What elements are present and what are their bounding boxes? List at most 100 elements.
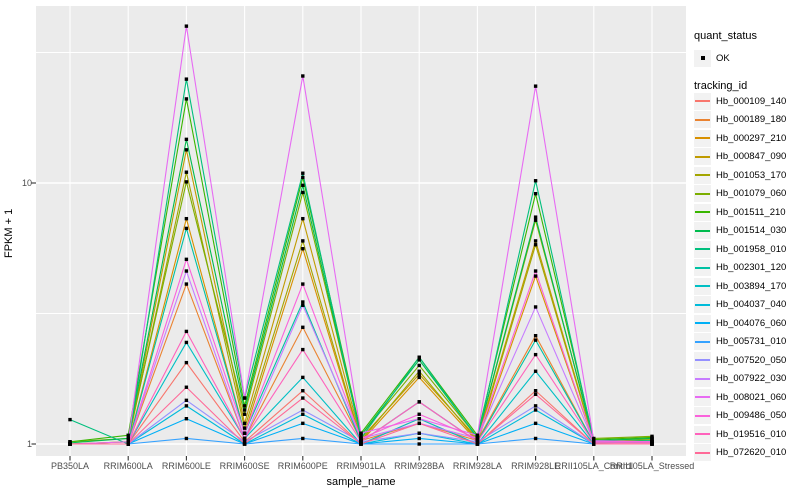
legend-item-Hb_000847_090: Hb_000847_090 [694,148,786,166]
legend-item-label: Hb_001514_030 [716,225,787,236]
line-swatch-icon [695,340,710,343]
legend-item-Hb_000297_210: Hb_000297_210 [694,129,786,147]
legend-item-Hb_007922_030: Hb_007922_030 [694,370,786,388]
legend-item-label: Hb_003894_170 [716,280,787,292]
legend-item-ok-label: OK [716,52,730,64]
legend-item-Hb_019516_010: Hb_019516_010 [694,425,786,443]
line-swatch-icon [695,451,710,454]
line-swatch-icon [695,137,710,139]
line-swatch-icon [695,359,710,361]
line-swatch-icon [695,396,710,398]
legend-tracking-id-title: tracking_id [694,80,748,92]
legend-key-swatch [694,277,711,295]
legend-key-swatch [694,444,711,461]
legend-item-label: Hb_004037_040 [716,299,787,310]
x-tick-label-RRIM600SE: RRIM600SE [219,461,270,471]
x-tick-label-RRIM600LA: RRIM600LA [103,461,153,471]
legend-item-label: Hb_009486_050 [716,410,787,421]
x-tick-label-RRII105LA_Control: RRII105LA_Control [554,461,633,471]
line-swatch-icon [695,433,710,435]
x-axis-title: sample_name [326,476,396,488]
legend-item-Hb_000189_180: Hb_000189_180 [694,111,786,129]
legend-item-label: Hb_001958_010 [716,243,787,255]
x-tick-label-RRIM600PE: RRIM600PE [277,461,328,471]
legend-key-swatch [694,222,711,239]
legend-key-swatch [694,92,711,110]
legend-key-swatch [694,296,711,313]
line-swatch-icon [695,192,710,195]
legend-item-label: Hb_002301_120 [716,262,787,273]
line-swatch-icon [695,100,710,102]
y-tick-label-10: 10 [21,177,32,188]
line-swatch-icon [695,118,710,121]
legend-item-label: Hb_000109_140 [716,95,787,107]
legend-key-swatch [694,185,711,202]
legend-item-ok: OK [694,49,730,67]
legend-item-label: Hb_008021_060 [716,391,787,403]
line-swatch-icon [695,266,710,269]
x-tick-label-RRIM928LE: RRIM928LE [511,461,561,471]
line-swatch-icon [695,229,710,232]
y-tick-label-1: 1 [26,438,32,449]
legend-item-label: Hb_007922_030 [716,373,787,384]
line-swatch-icon [695,248,710,250]
line-swatch-icon [695,155,710,158]
legend-key-swatch [694,203,711,221]
legend-item-Hb_004037_040: Hb_004037_040 [694,296,786,314]
legend-item-label: Hb_072620_010 [716,447,787,458]
legend-key-swatch [694,259,711,276]
line-swatch-icon [695,285,710,287]
x-tick-label-RRIM600LE: RRIM600LE [161,461,211,471]
legend-key-swatch [694,425,711,443]
line-swatch-icon [695,322,710,324]
legend-item-label: Hb_000847_090 [716,151,787,162]
legend-key-swatch [694,240,711,258]
legend-item-Hb_001514_030: Hb_001514_030 [694,222,786,240]
legend-item-label: Hb_001511_210 [716,206,786,218]
legend-key-swatch [694,407,711,424]
x-tick-label-RRIM928BA: RRIM928BA [394,461,445,471]
legend-key-swatch [694,351,711,369]
legend-item-Hb_003894_170: Hb_003894_170 [694,277,786,295]
legend-quant-status-title: quant_status [694,30,757,42]
line-swatch-icon [695,303,710,306]
legend-item-Hb_001958_010: Hb_001958_010 [694,240,786,258]
line-swatch-icon [695,174,710,176]
legend-item-label: Hb_001053_170 [716,169,787,181]
legend-key-swatch [694,388,711,406]
legend-item-Hb_001053_170: Hb_001053_170 [694,166,786,184]
legend-key-swatch [694,129,711,147]
legend-key-swatch [694,370,711,387]
legend-key-swatch [694,148,711,165]
legend-item-label: Hb_000297_210 [716,132,787,144]
legend-item-Hb_004076_060: Hb_004076_060 [694,314,786,332]
legend-item-Hb_072620_010: Hb_072620_010 [694,444,786,462]
legend-item-label: Hb_005731_010 [716,336,787,347]
legend: quant_status OK tracking_id Hb_000109_14… [694,30,800,475]
x-tick-label-RRII105LA_Stressed: RRII105LA_Stressed [609,461,695,471]
legend-item-Hb_001511_210: Hb_001511_210 [694,203,786,221]
legend-key-swatch [694,333,711,350]
legend-item-Hb_005731_010: Hb_005731_010 [694,333,786,351]
legend-item-Hb_009486_050: Hb_009486_050 [694,407,786,425]
legend-item-label: Hb_001079_060 [716,188,787,199]
line-swatch-icon [695,377,710,380]
y-axis-title: FPKM + 1 [3,208,15,258]
legend-item-label: Hb_000189_180 [716,114,787,125]
legend-item-Hb_002301_120: Hb_002301_120 [694,259,786,277]
x-tick-label-RRIM928LA: RRIM928LA [452,461,502,471]
legend-item-Hb_000109_140: Hb_000109_140 [694,92,786,110]
legend-item-label: Hb_019516_010 [716,428,787,440]
legend-key-swatch [694,166,711,184]
legend-key-swatch [694,111,711,128]
legend-key-ok [694,49,711,67]
legend-item-Hb_007520_050: Hb_007520_050 [694,351,786,369]
line-swatch-icon [695,414,710,417]
legend-item-Hb_001079_060: Hb_001079_060 [694,185,786,203]
line-swatch-icon [695,211,710,213]
legend-item-label: Hb_007520_050 [716,354,787,366]
x-tick-label-RRIM901LA: RRIM901LA [336,461,386,471]
ok-point-icon [700,56,705,60]
